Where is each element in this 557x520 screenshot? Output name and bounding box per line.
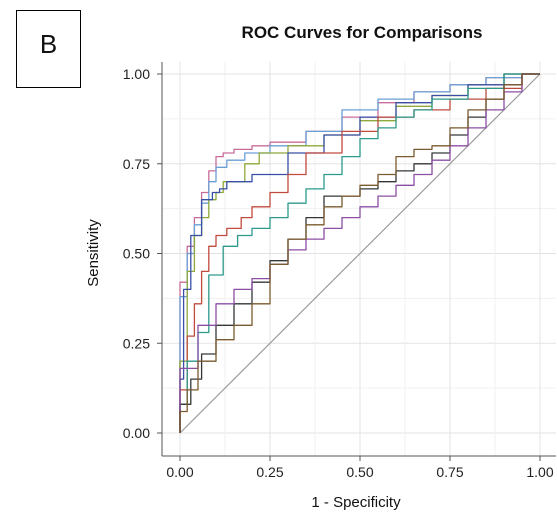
x-tick-label: 1.00 [526, 464, 553, 480]
x-tick-label: 0.25 [256, 464, 283, 480]
y-axis-ticks: 0.00 0.25 0.50 0.75 1.00 [123, 66, 162, 441]
roc-curve-5 [179, 73, 540, 433]
roc-series [179, 73, 540, 433]
plot-frame [161, 62, 556, 457]
roc-curve-4 [179, 73, 540, 433]
y-tick-label: 0.50 [123, 246, 150, 262]
y-tick-label: 0.25 [123, 335, 150, 351]
plot-area [162, 62, 556, 456]
diagonal-reference-line [179, 73, 541, 434]
chart-title: ROC Curves for Comparisons [242, 23, 483, 42]
x-tick-label: 0.00 [166, 464, 193, 480]
y-axis-label: Sensitivity [85, 219, 102, 287]
roc-curve-6 [179, 73, 540, 433]
roc-curve-9 [179, 73, 540, 433]
roc-curve-8 [179, 73, 540, 433]
y-tick-label: 0.75 [123, 156, 150, 172]
panel-label: B [39, 29, 58, 59]
x-tick-label: 0.75 [436, 464, 463, 480]
panel-label-box: B [16, 10, 81, 88]
x-axis-label: 1 - Specificity [311, 494, 401, 511]
y-tick-label: 1.00 [123, 66, 150, 82]
x-tick-label: 0.50 [346, 464, 373, 480]
plot-background [162, 62, 556, 456]
y-tick-label: 0.00 [123, 425, 150, 441]
x-axis-ticks: 0.00 0.25 0.50 0.75 1.00 [166, 456, 554, 480]
reference-line [179, 73, 541, 434]
